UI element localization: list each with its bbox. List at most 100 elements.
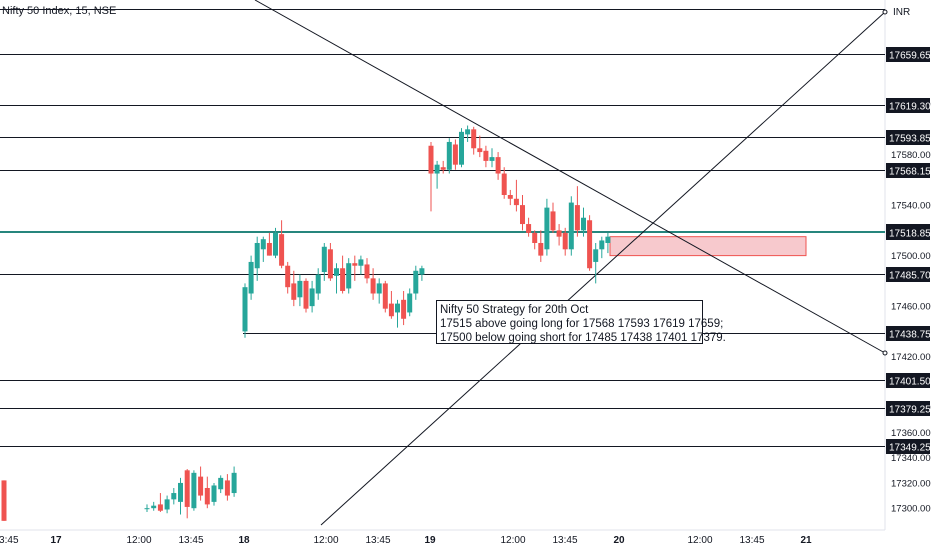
- price-tag-label: 17485.70: [889, 271, 931, 282]
- price-tag: [886, 267, 930, 282]
- candle-body: [204, 487, 210, 505]
- currency-label: INR: [893, 7, 910, 18]
- candle-body: [388, 303, 394, 317]
- candle-body: [198, 476, 204, 496]
- price-tag: [886, 47, 930, 62]
- candle-body: [483, 150, 489, 161]
- candle-body: [279, 234, 285, 266]
- candle-body: [556, 230, 562, 237]
- candle-body: [191, 472, 197, 509]
- candle-body: [526, 224, 532, 233]
- candle-body: [550, 211, 556, 231]
- candle-body: [520, 205, 525, 225]
- candle-body: [218, 477, 224, 490]
- candle-body: [346, 263, 352, 289]
- note-line-3: 17500 below going short for 17485 17438 …: [440, 332, 726, 344]
- candle-body: [489, 157, 495, 161]
- price-tag-label: 17438.75: [889, 330, 931, 341]
- price-tag-label: 17401.50: [889, 377, 931, 388]
- price-tag: [886, 130, 930, 145]
- price-tag: [886, 439, 930, 454]
- x-tick-label: 13:45: [178, 535, 203, 546]
- x-tick-label: 19: [424, 535, 436, 546]
- candle-body: [568, 202, 574, 250]
- strategy-note[interactable]: Nifty 50 Strategy for 20th Oct 17515 abo…: [436, 300, 726, 344]
- candle-body: [303, 280, 309, 309]
- candle-body: [419, 268, 425, 275]
- candle-body: [477, 148, 483, 153]
- candle-body: [260, 239, 266, 250]
- candle-body: [513, 198, 519, 206]
- note-line-1: Nifty 50 Strategy for 20th Oct: [440, 304, 589, 316]
- candle-body: [446, 141, 452, 170]
- y-tick-label: 17300.00: [891, 504, 931, 515]
- candle-body: [297, 280, 303, 298]
- candle-body: [224, 480, 230, 496]
- candle-body: [532, 232, 538, 243]
- price-tag: [886, 98, 930, 113]
- candle-body: [309, 288, 315, 307]
- candle-body: [184, 470, 190, 507]
- candle-body: [599, 240, 605, 250]
- price-tag-label: 17568.15: [889, 167, 931, 178]
- x-tick-label: 12:00: [313, 535, 338, 546]
- candle-body: [382, 283, 388, 309]
- y-tick-label: 17340.00: [891, 453, 931, 464]
- y-tick-label: 17320.00: [891, 478, 931, 489]
- candle-body: [376, 283, 382, 294]
- candle-body: [231, 472, 237, 494]
- x-tick-label: 13:45: [552, 535, 577, 546]
- candle-body: [1, 480, 7, 521]
- trendline-handle: [882, 9, 888, 15]
- candle-body: [605, 236, 611, 243]
- y-tick-label: 17360.00: [891, 428, 931, 439]
- candle-body: [273, 232, 278, 256]
- candle-body: [501, 173, 507, 196]
- candle-body: [428, 145, 434, 174]
- candle-body: [465, 129, 471, 135]
- candle-body: [413, 270, 419, 294]
- candle-body: [370, 278, 376, 294]
- candle-body: [407, 293, 413, 313]
- price-tag-label: 17518.85: [889, 229, 931, 240]
- candle-body: [495, 157, 501, 174]
- candle-body: [321, 246, 327, 273]
- price-tag: [886, 225, 930, 240]
- candle-body: [157, 504, 163, 511]
- candle-body: [440, 167, 446, 170]
- x-tick-label: 13:45: [739, 535, 764, 546]
- candle-body: [581, 217, 586, 231]
- price-tag-label: 17619.30: [889, 102, 931, 113]
- candle-body: [211, 485, 217, 502]
- candle-body: [452, 144, 458, 165]
- x-tick-label: 18: [238, 535, 250, 546]
- candle-body: [242, 287, 248, 332]
- y-tick-label: 17460.00: [891, 302, 931, 313]
- y-tick-label: 17500.00: [891, 251, 931, 262]
- candle-body: [327, 249, 333, 279]
- y-tick-label: 17580.00: [891, 150, 931, 161]
- trendline-handle: [882, 350, 888, 356]
- price-tag-label: 17593.85: [889, 134, 931, 145]
- price-tag: [886, 401, 930, 416]
- candle-body: [248, 261, 254, 294]
- chart-title: Nifty 50 Index, 15, NSE: [2, 5, 117, 17]
- candle-body: [507, 195, 513, 199]
- candle-body: [544, 207, 550, 250]
- candle-body: [334, 268, 339, 276]
- x-tick-label: 13:45: [365, 535, 390, 546]
- y-tick-label: 17540.00: [891, 201, 931, 212]
- candle-body: [587, 220, 593, 269]
- x-tick-label: 20: [613, 535, 625, 546]
- descending-trendline: [254, 0, 886, 354]
- candle-body: [395, 303, 400, 313]
- supply-zone: [609, 236, 807, 257]
- y-tick-label: 17420.00: [891, 352, 931, 363]
- candle-body: [178, 482, 183, 502]
- x-tick-label: 12:00: [687, 535, 712, 546]
- candle-body: [144, 508, 150, 510]
- x-tick-label: 13:45: [0, 535, 19, 546]
- candle-body: [254, 242, 260, 269]
- x-tick-label: 17: [50, 535, 62, 546]
